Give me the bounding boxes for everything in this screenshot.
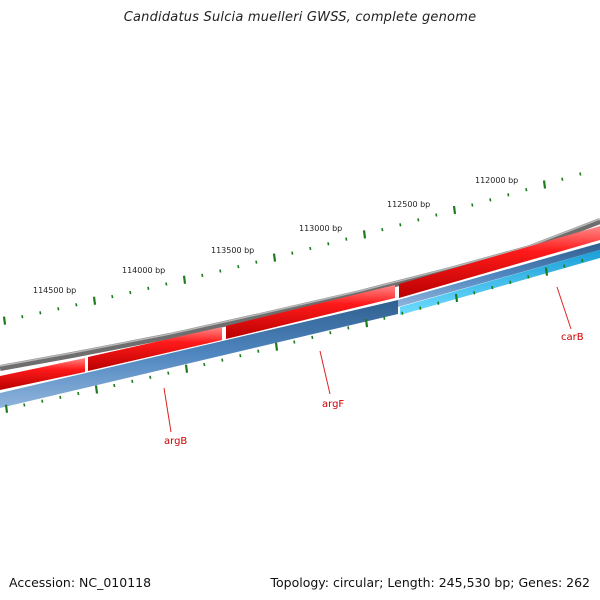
gene-label-argb[interactable]: argB [164,436,187,447]
ruler-label: 114000 bp [122,266,165,275]
ruler-tick [221,358,224,362]
ruler-label: 114500 bp [33,286,76,295]
ruler-tick [507,193,510,197]
ruler-tick [435,213,438,217]
ruler-tick [362,230,367,239]
gene-leader-line [319,350,331,395]
genome-backbone [0,218,600,371]
ruler-tick [452,205,457,215]
ruler-tick [23,403,26,407]
forward-gene-segment[interactable] [88,327,222,371]
gene-label-carb[interactable]: carB [561,332,584,343]
ruler-tick [257,349,260,353]
ruler-tick [364,318,369,328]
ruler-tick [563,264,566,268]
ruler-tick [309,246,312,251]
ruler-label: 112500 bp [387,200,430,209]
ruler-tick [39,311,42,315]
ruler-tick [347,326,350,330]
ruler-tick [129,290,132,295]
ruler-tick [381,227,384,232]
ruler-tick [4,404,9,413]
ruler-tick [182,275,187,284]
ruler-labels: 114500 bp 114000 bp 113500 bp 113000 bp … [33,176,518,295]
ruler-tick [2,316,7,325]
ruler-tick [272,253,277,262]
ruler-tick [345,237,348,241]
ruler-tick [255,260,258,264]
ruler-tick [525,188,528,192]
ruler-tick [491,285,494,290]
inner-ruler-ticks [4,258,584,413]
ruler-tick [291,251,294,255]
topology-summary: Topology: circular; Length: 245,530 bp; … [270,575,591,590]
ruler-tick [437,301,440,305]
ruler-tick [383,316,386,320]
ruler-tick [274,342,279,351]
ruler-tick [149,375,152,379]
reverse-gene-segment[interactable] [398,243,600,307]
ruler-tick [184,364,189,373]
ruler-tick [77,391,80,396]
ruler-tick [327,242,330,246]
ruler-tick [417,218,420,222]
gene-label-argf[interactable]: argF [322,399,344,410]
ruler-tick [544,267,549,276]
forward-gene-segment[interactable] [399,226,600,298]
ruler-tick [293,340,296,344]
forward-strand-genes [0,226,600,390]
ruler-tick [561,177,564,181]
reverse-gene-segment[interactable] [0,300,398,408]
ruler-tick [92,296,97,305]
ruler-tick [75,303,78,307]
ruler-tick [147,286,150,290]
ruler-tick [329,331,332,335]
ruler-tick [219,269,222,273]
ruler-tick [399,223,402,227]
ruler-tick [165,282,168,286]
ruler-tick [311,335,314,340]
ruler-tick [111,294,114,299]
ruler-tick [509,280,512,284]
ruler-label: 113000 bp [299,224,342,233]
reverse-strand-genes [0,243,600,408]
ruler-tick [527,275,530,279]
outer-ruler-ticks [2,172,582,325]
ruler-tick [94,385,99,394]
ruler-tick [167,371,170,375]
ruler-tick [41,399,44,403]
ruler-tick [201,273,204,278]
ruler-tick [203,362,206,367]
ruler-tick [113,383,116,388]
ruler-tick [581,258,584,263]
accession-text: Accession: NC_010118 [9,575,152,590]
ruler-label: 113500 bp [211,246,254,255]
ruler-tick [542,180,547,189]
ruler-tick [579,172,582,176]
forward-gene-segment[interactable] [226,285,395,339]
gene-leader-line [556,286,572,330]
reverse-gene-segment-light[interactable] [400,250,600,315]
ruler-tick [471,203,474,207]
ruler-tick [21,315,24,319]
ruler-tick [401,311,404,315]
forward-gene-segment[interactable] [0,358,85,390]
gene-labels: argB argF carB [163,286,584,447]
ruler-tick [131,379,134,384]
ruler-tick [237,264,240,269]
ruler-tick [57,307,60,311]
ruler-tick [473,291,476,295]
ruler-tick [239,354,242,358]
gene-leader-line [163,387,172,433]
ruler-tick [59,395,62,400]
map-title: Candidatus Sulcia muelleri GWSS, complet… [123,10,477,25]
ruler-tick [454,293,459,303]
ruler-tick [419,306,422,310]
ruler-label: 112000 bp [475,176,518,185]
ruler-tick [489,198,492,202]
